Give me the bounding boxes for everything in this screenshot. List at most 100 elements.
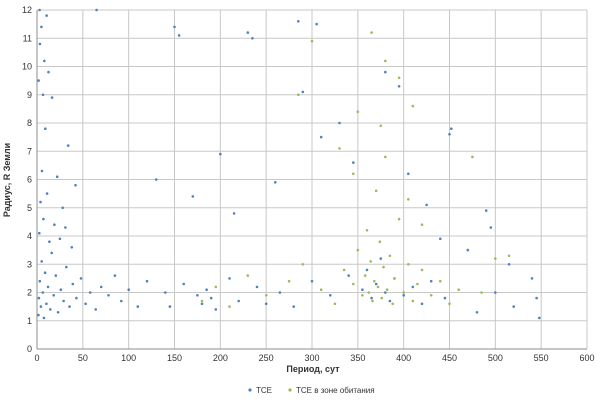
data-point (68, 305, 71, 308)
data-point (443, 296, 447, 300)
data-point (70, 246, 74, 249)
series-1 (37, 8, 541, 320)
data-point (397, 76, 401, 80)
data-point (55, 175, 59, 178)
data-point (393, 277, 396, 280)
data-point (38, 231, 41, 235)
data-point (79, 277, 83, 280)
data-point (62, 299, 65, 303)
x-tick-label: 450 (442, 353, 457, 363)
data-point (382, 265, 385, 269)
data-point (255, 285, 259, 289)
data-point (448, 133, 451, 136)
data-point (489, 226, 493, 229)
data-point (384, 155, 387, 159)
data-point (246, 31, 250, 34)
data-point (214, 285, 218, 289)
legend-marker (288, 388, 292, 392)
data-point (41, 93, 45, 97)
x-tick-labels: 0 50 100 150 200 250 300 350 400 450 500 550 600 (34, 353, 594, 363)
data-point (48, 240, 51, 243)
legend-marker (248, 388, 252, 392)
y-tick-label: 0 (27, 344, 32, 354)
data-point (292, 305, 296, 308)
data-point (352, 161, 355, 164)
data-point (41, 291, 45, 294)
x-tick-label: 150 (167, 353, 182, 363)
data-point (164, 291, 167, 294)
data-point (47, 70, 50, 74)
y-tick-label: 8 (27, 118, 32, 128)
data-point (429, 279, 433, 283)
data-point (39, 305, 43, 308)
data-point (40, 169, 44, 173)
data-point (120, 299, 123, 303)
data-point (310, 39, 314, 43)
data-point (385, 288, 389, 292)
x-tick-label: 50 (78, 353, 88, 363)
data-point (374, 189, 378, 193)
data-point (95, 8, 98, 12)
data-point (219, 152, 222, 156)
data-point (154, 178, 158, 181)
data-point (457, 288, 461, 292)
data-point (507, 263, 511, 266)
y-tick-label: 3 (27, 259, 32, 269)
data-point (402, 294, 406, 297)
data-point (45, 192, 49, 195)
data-point (420, 268, 424, 272)
data-point (535, 296, 538, 300)
data-point (315, 22, 318, 26)
data-point (182, 282, 185, 286)
data-point (42, 217, 45, 221)
data-point (246, 274, 250, 277)
data-point (228, 305, 231, 308)
data-point (407, 263, 410, 266)
legend-item: TCE (248, 386, 272, 395)
data-point (397, 217, 401, 221)
data-point (40, 260, 43, 263)
data-point (363, 274, 367, 277)
data-point (44, 127, 47, 130)
y-tick-label: 4 (27, 231, 32, 241)
data-point (388, 299, 392, 303)
y-tick-label: 7 (27, 146, 32, 156)
data-point (297, 93, 300, 97)
data-point (411, 104, 415, 108)
data-point (237, 299, 240, 303)
data-point (99, 285, 103, 289)
data-point (494, 291, 497, 294)
data-point (88, 291, 92, 294)
data-point (374, 282, 378, 286)
data-point (319, 135, 323, 139)
data-point (370, 31, 373, 34)
x-tick-label: 500 (488, 353, 503, 363)
legend-label: TCE в зоне обитания (296, 386, 375, 395)
data-point (402, 291, 406, 294)
data-point (61, 206, 64, 210)
data-point (420, 302, 424, 306)
data-point (191, 195, 195, 198)
data-point (384, 291, 387, 294)
data-point (416, 282, 419, 286)
data-point (494, 257, 497, 260)
data-point (45, 14, 48, 17)
data-point (75, 296, 78, 300)
x-tick-label: 200 (213, 353, 228, 363)
data-point (530, 277, 534, 280)
data-point (71, 282, 75, 286)
data-point (40, 25, 43, 29)
x-tick-label: 400 (396, 353, 411, 363)
data-point (466, 248, 470, 252)
data-point (38, 8, 41, 12)
y-tick-label: 10 (22, 62, 32, 72)
data-point (376, 285, 380, 289)
data-points (37, 8, 541, 320)
y-tick-label: 1 (27, 316, 32, 326)
data-point (58, 237, 62, 241)
data-point (54, 274, 58, 277)
data-point (450, 127, 453, 130)
data-point (378, 240, 382, 243)
